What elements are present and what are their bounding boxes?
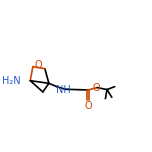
Text: H₂N: H₂N (2, 76, 21, 86)
Text: O: O (84, 101, 92, 111)
Text: O: O (92, 83, 100, 93)
Text: NH: NH (56, 85, 71, 95)
Text: O: O (35, 60, 42, 70)
